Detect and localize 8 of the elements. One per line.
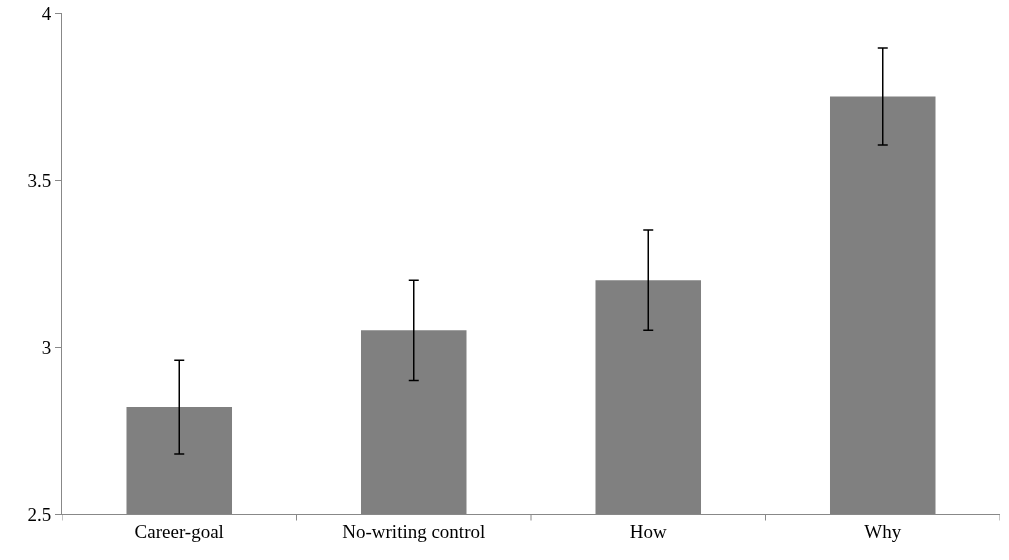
y-tick-label: 3 bbox=[41, 336, 52, 358]
x-tick-label: Why bbox=[864, 520, 902, 542]
y-tick-label: 3.5 bbox=[27, 169, 52, 191]
x-tick-label: How bbox=[629, 520, 667, 542]
x-tick-label: No-writing control bbox=[342, 520, 486, 542]
y-tick-label: 2.5 bbox=[27, 503, 52, 525]
x-tick-label: Career-goal bbox=[134, 520, 224, 542]
y-tick-label: 4 bbox=[41, 2, 52, 24]
